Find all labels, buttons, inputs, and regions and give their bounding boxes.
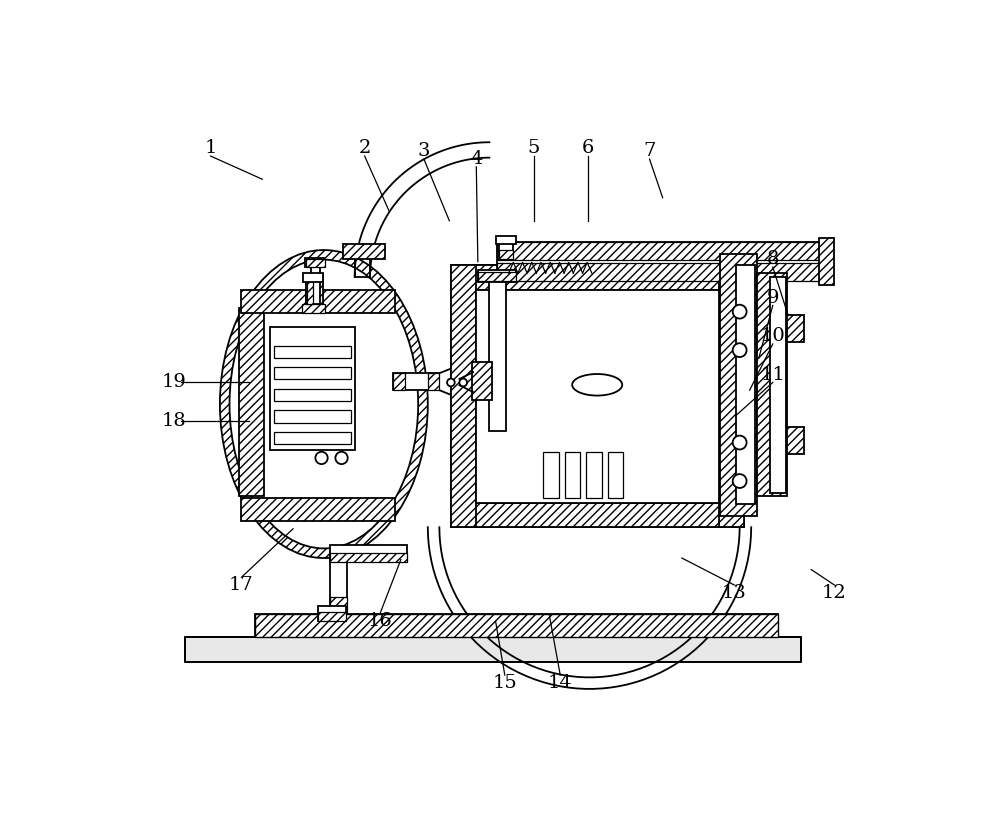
Bar xyxy=(305,258,324,267)
Bar xyxy=(478,270,516,282)
Bar xyxy=(787,316,804,343)
Bar xyxy=(451,502,744,527)
Text: 18: 18 xyxy=(161,412,186,430)
Bar xyxy=(497,263,821,281)
Bar xyxy=(307,281,313,304)
Text: 4: 4 xyxy=(470,150,482,169)
Bar xyxy=(241,290,395,313)
Text: 17: 17 xyxy=(229,576,254,594)
Bar xyxy=(239,308,264,496)
Bar xyxy=(478,272,516,281)
Circle shape xyxy=(459,378,467,387)
Bar xyxy=(497,242,821,260)
Bar xyxy=(586,452,602,498)
Bar xyxy=(496,236,516,244)
Bar xyxy=(393,373,439,390)
Circle shape xyxy=(447,378,455,387)
Bar xyxy=(302,304,325,313)
Bar xyxy=(343,244,385,259)
Bar xyxy=(255,615,778,638)
Bar xyxy=(720,254,757,515)
Bar xyxy=(303,273,323,282)
Bar xyxy=(274,411,351,423)
Bar xyxy=(330,545,407,562)
Ellipse shape xyxy=(572,374,622,396)
Bar xyxy=(274,367,351,379)
Bar xyxy=(241,498,395,521)
Bar xyxy=(274,432,351,444)
Text: 14: 14 xyxy=(548,674,573,692)
Bar xyxy=(451,265,744,527)
Bar xyxy=(185,638,801,662)
Bar xyxy=(736,265,755,504)
Bar xyxy=(451,265,744,290)
Bar xyxy=(476,290,719,502)
Text: 5: 5 xyxy=(528,140,540,158)
Ellipse shape xyxy=(230,259,418,548)
Circle shape xyxy=(733,435,747,449)
Bar xyxy=(274,345,351,358)
Text: 10: 10 xyxy=(760,327,785,345)
Text: 6: 6 xyxy=(582,140,594,158)
Text: 15: 15 xyxy=(492,674,517,692)
Circle shape xyxy=(315,452,328,464)
Bar xyxy=(306,281,320,304)
Bar xyxy=(489,277,506,431)
Bar xyxy=(770,277,786,492)
Bar xyxy=(757,273,787,496)
Text: 19: 19 xyxy=(161,373,186,392)
Bar xyxy=(270,327,355,450)
Text: 9: 9 xyxy=(767,289,779,306)
Bar xyxy=(497,242,821,281)
Bar xyxy=(499,250,512,259)
Bar xyxy=(306,259,325,267)
Text: 3: 3 xyxy=(418,142,430,160)
Circle shape xyxy=(335,452,348,464)
Bar xyxy=(787,427,804,454)
Text: 7: 7 xyxy=(643,142,656,160)
Bar xyxy=(330,553,407,562)
Text: 12: 12 xyxy=(822,584,847,601)
Ellipse shape xyxy=(220,250,428,558)
Bar xyxy=(393,373,405,390)
Circle shape xyxy=(733,305,747,319)
Bar xyxy=(306,274,323,309)
Text: 13: 13 xyxy=(722,584,747,601)
Circle shape xyxy=(733,474,747,488)
Bar xyxy=(819,239,834,285)
Circle shape xyxy=(733,344,747,357)
Bar xyxy=(274,389,351,401)
Bar xyxy=(472,362,492,400)
Bar xyxy=(255,615,778,638)
Bar xyxy=(499,242,512,259)
Bar xyxy=(543,452,559,498)
Bar xyxy=(330,553,347,615)
Bar xyxy=(608,452,623,498)
Bar xyxy=(719,265,744,527)
Text: 8: 8 xyxy=(767,250,779,268)
Bar xyxy=(318,605,346,621)
Text: 11: 11 xyxy=(760,366,785,384)
Bar xyxy=(318,612,346,621)
Bar xyxy=(565,452,580,498)
Bar xyxy=(428,373,439,390)
Text: 1: 1 xyxy=(204,140,217,158)
Text: 2: 2 xyxy=(358,140,371,158)
Bar xyxy=(451,265,476,527)
Bar xyxy=(330,597,347,615)
Text: 16: 16 xyxy=(368,612,392,630)
